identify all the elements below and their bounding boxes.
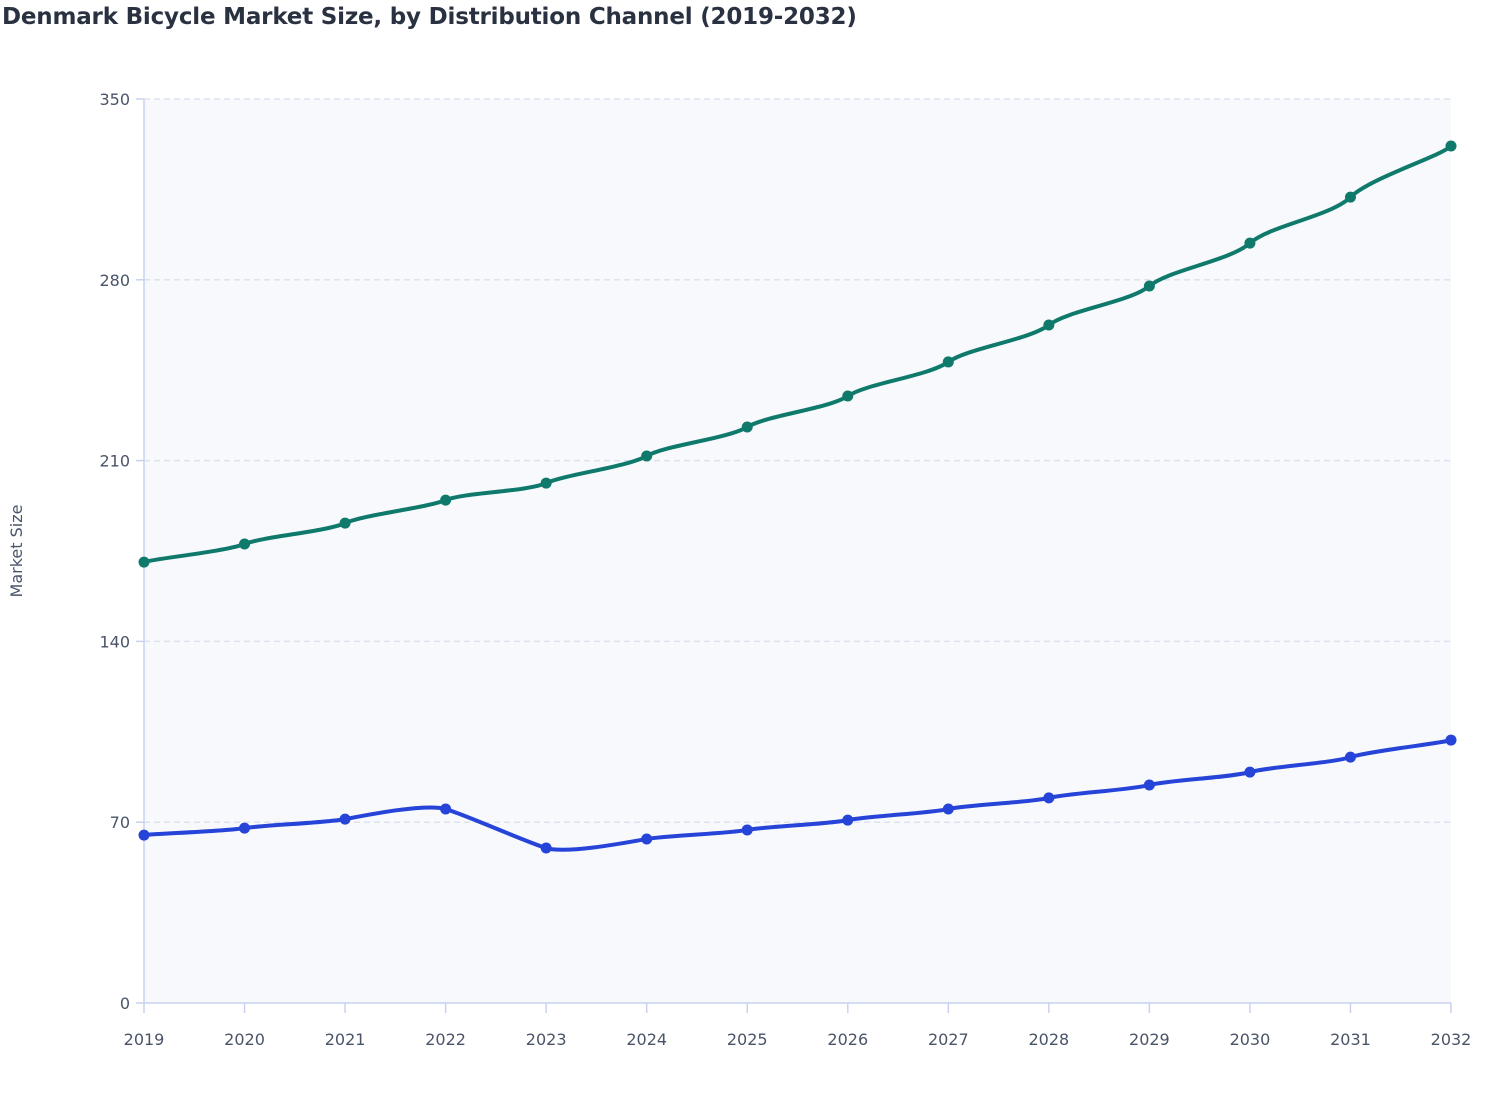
y-tick-label: 350	[99, 90, 130, 109]
series-1-point	[741, 824, 753, 836]
y-tick-label: 0	[120, 994, 130, 1013]
series-0-point	[741, 421, 753, 433]
x-tick-label: 2021	[325, 1030, 366, 1049]
series-1-point	[1344, 751, 1356, 763]
x-tick-label: 2020	[224, 1030, 265, 1049]
series-0-point	[1244, 237, 1256, 249]
series-0-point	[1143, 280, 1155, 292]
x-tick-label: 2031	[1330, 1030, 1371, 1049]
x-tick-label: 2026	[827, 1030, 868, 1049]
y-tick-label: 70	[110, 813, 130, 832]
series-0-point	[1445, 140, 1457, 152]
series-1-point	[440, 803, 452, 815]
series-1-point	[339, 813, 351, 825]
series-1-point	[641, 833, 653, 845]
series-1-point	[1445, 734, 1457, 746]
series-line-1	[143, 738, 1452, 852]
x-tick-label: 2019	[124, 1030, 165, 1049]
series-0-point	[239, 538, 251, 550]
series-0-point	[1344, 191, 1356, 203]
chart-title: Denmark Bicycle Market Size, by Distribu…	[2, 4, 857, 30]
x-tick-label: 2024	[626, 1030, 667, 1049]
series-line-0	[143, 144, 1453, 565]
x-tick-label: 2030	[1230, 1030, 1271, 1049]
plot-background	[144, 99, 1451, 1003]
series-1-point	[1043, 792, 1055, 804]
y-tick-label: 210	[99, 452, 130, 471]
x-tick-label: 2029	[1129, 1030, 1170, 1049]
series-0-point	[641, 450, 653, 462]
series-1-point	[942, 803, 954, 815]
series-0-point	[1043, 319, 1055, 331]
series-1-point	[239, 822, 251, 834]
x-tick-label: 2027	[928, 1030, 969, 1049]
series-0-point	[339, 517, 351, 529]
series-0-point	[942, 356, 954, 368]
x-tick-label: 2022	[425, 1030, 466, 1049]
series-0-point	[440, 494, 452, 506]
x-tick-label: 2032	[1431, 1030, 1472, 1049]
series-0-point	[842, 390, 854, 402]
y-tick-label: 140	[99, 632, 130, 651]
x-tick-label: 2028	[1028, 1030, 1069, 1049]
series-1-point	[138, 829, 150, 841]
series-1-point	[842, 814, 854, 826]
series-1-point	[1143, 779, 1155, 791]
series-0-point	[540, 477, 552, 489]
series-1-point	[540, 842, 552, 854]
series-0-point	[138, 556, 150, 568]
y-tick-label: 280	[99, 271, 130, 290]
x-tick-label: 2023	[526, 1030, 567, 1049]
series-1-point	[1244, 766, 1256, 778]
y-axis-label: Market Size	[7, 505, 26, 598]
x-tick-label: 2025	[727, 1030, 768, 1049]
